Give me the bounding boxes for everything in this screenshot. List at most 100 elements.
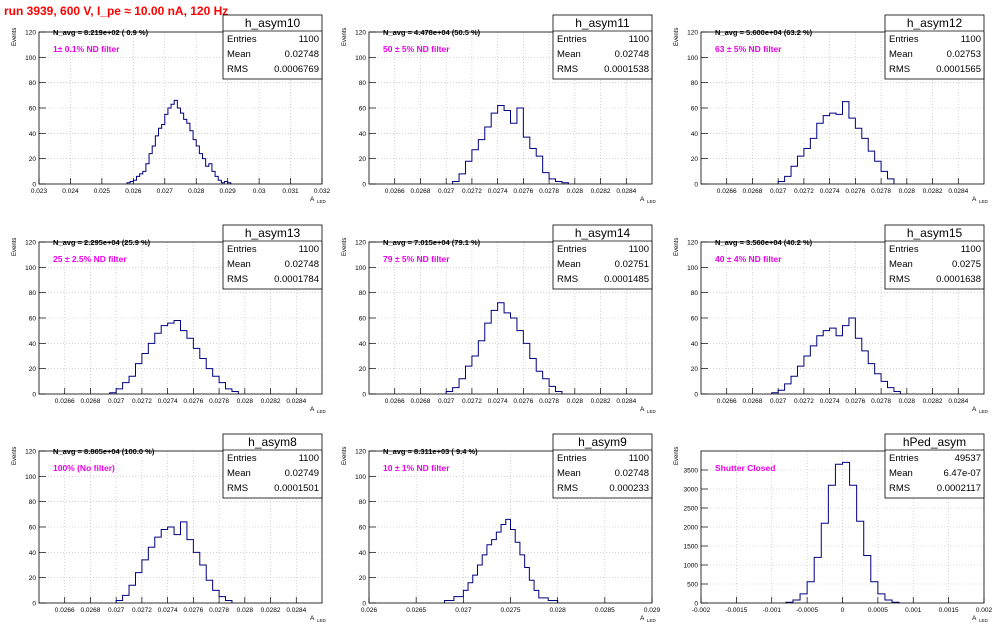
y-tick-label: 40 [359,341,367,348]
histogram-panel-h_asym15: 0.0266 0.0268 0.027 0.0272 0.0274 0.0276 0.027… [674,224,989,414]
x-tick-label: 0.027 [455,607,472,614]
histogram-panel-h_asym11: 0.0266 0.0268 0.027 0.0272 0.0274 0.0276 0.027… [342,14,657,204]
x-tick-label: -0.0015 [725,607,747,614]
stats-value-entries: 1100 [961,34,981,45]
x-tick-label: 0.028 [550,607,567,614]
x-tick-label: 0.0276 [845,398,865,405]
x-tick-label: 0.0268 [743,398,763,405]
y-tick-label: 120 [355,240,366,247]
histogram-line [126,99,232,184]
y-tick-label: 20 [359,366,367,373]
stats-value-entries: 1100 [299,34,319,45]
histogram-line [445,302,563,394]
histogram-panel-h_asym14: 0.0266 0.0268 0.027 0.0272 0.0274 0.0276 0.027… [342,224,657,414]
run-title: run 3939, 600 V, I_pe ≈ 10.00 nA, 120 Hz [4,4,228,18]
stats-label-entries: Entries [227,244,257,255]
stats-value-entries: 1100 [629,34,649,45]
x-axis-sublabel: LED [317,618,327,622]
x-tick-label: 0.0282 [923,188,943,195]
stats-box [884,224,985,290]
y-tick-label: 100 [25,474,36,481]
x-tick-label: 0.0274 [158,607,178,614]
histogram-panel-hPed_asym: -0.002 -0.0015 -0.001 -0.0005 0 0.0005 0.001 0.… [674,433,993,622]
y-tick-label: 40 [29,550,37,557]
x-tick-label: 0.0274 [820,398,840,405]
stats-box [552,224,653,290]
histogram-name: h_asym11 [575,16,630,30]
x-tick-label: 0.028 [899,398,916,405]
x-tick-label: 0.0274 [158,398,178,405]
x-tick-label: 0.0274 [488,188,508,195]
y-tick-label: 80 [691,80,699,87]
stats-label-entries: Entries [227,34,257,45]
stats-value-mean: 0.02751 [615,259,649,270]
x-tick-label: 0.029 [644,607,661,614]
x-axis-sublabel: LED [647,409,657,414]
x-tick-label: 0.0274 [820,188,840,195]
x-axis-sublabel: LED [979,409,989,414]
x-tick-label: 0.0266 [717,398,737,405]
stats-label-mean: Mean [557,49,581,60]
x-tick-label: 0.0276 [183,398,203,405]
y-tick-label: 100 [25,55,36,62]
stats-box [222,433,323,499]
plot-frame [368,450,653,604]
filter-label: 25 ± 2.5% ND filter [53,254,127,264]
stats-label-entries: Entries [557,244,587,255]
x-axis-label: A [972,615,977,622]
y-axis-label: Events [674,28,680,46]
x-tick-label: 0.024 [62,188,79,195]
y-tick-label: 100 [355,474,366,481]
stats-value-rms: 0.0001638 [936,274,981,285]
x-tick-label: 0.027 [157,188,174,195]
stats-box [552,433,653,499]
x-tick-label: 0.0268 [411,398,431,405]
x-tick-label: 0.0272 [132,607,152,614]
x-tick-label: 0.0284 [616,398,636,405]
x-tick-label: 0.0284 [948,398,968,405]
x-tick-label: 0.023 [31,188,48,195]
y-tick-label: 20 [359,575,367,582]
stats-value-entries: 1100 [629,453,649,464]
stats-label-rms: RMS [889,64,910,75]
x-axis-sublabel: LED [647,618,657,622]
stats-value-entries: 1100 [961,244,981,255]
stats-value-mean: 0.02748 [615,468,649,479]
stats-box [552,14,653,80]
x-tick-label: 0.0278 [209,398,229,405]
x-axis-sublabel: LED [979,199,989,204]
x-tick-label: 0.032 [314,188,331,195]
x-tick-label: 0.0276 [513,188,533,195]
x-tick-label: 0.0266 [385,398,405,405]
stats-value-rms: 0.0001565 [936,64,981,75]
stats-value-rms: 0.0001485 [604,274,649,285]
stats-label-mean: Mean [227,259,251,270]
y-tick-label: 100 [687,55,698,62]
stats-label-mean: Mean [557,259,581,270]
stats-label-rms: RMS [557,64,578,75]
x-tick-label: 0.0278 [539,398,559,405]
stats-label-entries: Entries [557,34,587,45]
filter-label: 50 ± 5% ND filter [383,44,450,54]
y-tick-label: 120 [25,240,36,247]
navg-label: N_avg = 8.311e+03 ( 9.4 %) [383,447,478,456]
stats-value-mean: 0.02753 [947,49,981,60]
y-tick-label: 60 [29,316,37,323]
x-axis-label: A [310,196,315,203]
y-axis-label: Events [12,238,18,256]
x-tick-label: 0.0268 [743,188,763,195]
histogram-name: hPed_asym [903,435,966,449]
histogram-name: h_asym10 [245,16,301,30]
y-tick-label: 120 [25,449,36,456]
plot-frame [38,241,323,395]
y-tick-label: 60 [29,106,37,113]
x-tick-label: 0.0266 [55,398,75,405]
y-tick-label: 120 [355,449,366,456]
stats-label-rms: RMS [557,483,578,494]
x-tick-label: 0.0284 [616,188,636,195]
y-tick-label: 0 [694,182,698,189]
x-axis-label: A [640,406,645,413]
stats-box [222,224,323,290]
x-tick-label: -0.002 [692,607,711,614]
filter-label: 63 ± 5% ND filter [715,44,782,54]
